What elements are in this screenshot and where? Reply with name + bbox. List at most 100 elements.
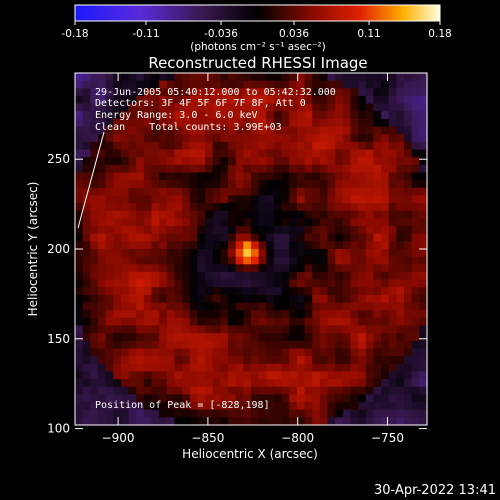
heatmap-cell: [350, 141, 359, 151]
heatmap-cell: [335, 394, 344, 403]
heatmap-cell: [312, 256, 321, 265]
heatmap-cell: [151, 111, 160, 120]
heatmap-cell: [358, 180, 367, 189]
heatmap-cell: [235, 249, 244, 258]
heatmap-cell: [289, 164, 298, 174]
heatmap-cell: [365, 325, 375, 334]
heatmap-cell: [205, 409, 214, 418]
heatmap-cell: [174, 210, 183, 219]
heatmap-cell: [411, 164, 420, 174]
heatmap-cell: [335, 317, 344, 327]
heatmap-cell: [273, 180, 283, 189]
heatmap-cell: [381, 126, 390, 135]
heatmap-cell: [327, 88, 336, 97]
heatmap-cell: [97, 141, 107, 151]
heatmap-cell: [174, 118, 183, 128]
heatmap-cell: [312, 402, 321, 411]
heatmap-cell: [243, 149, 252, 158]
heatmap-cell: [281, 233, 290, 242]
heatmap-cell: [335, 302, 344, 311]
heatmap-cell: [97, 218, 107, 227]
y-axis-label: Heliocentric Y (arcsec): [26, 182, 40, 317]
heatmap-cell: [197, 279, 206, 288]
heatmap-cell: [166, 386, 176, 395]
heatmap-cell: [212, 241, 221, 250]
heatmap-cell: [90, 241, 99, 250]
heatmap-cell: [90, 172, 99, 181]
heatmap-cell: [258, 210, 267, 219]
x-tick-label: −800: [281, 431, 314, 445]
heatmap-cell: [327, 356, 336, 365]
heatmap-cell: [120, 363, 130, 373]
heatmap-cell: [235, 317, 244, 327]
heatmap-cell: [396, 95, 405, 105]
heatmap-cell: [113, 233, 122, 242]
heatmap-cell: [327, 80, 336, 89]
heatmap-cell: [373, 126, 382, 135]
heatmap-cell: [159, 103, 168, 112]
heatmap-cell: [113, 149, 122, 158]
heatmap-cell: [189, 111, 199, 120]
heatmap-cell: [120, 379, 130, 388]
heatmap-cell: [289, 95, 298, 105]
heatmap-cell: [304, 325, 313, 334]
heatmap-cell: [381, 386, 390, 395]
heatmap-cell: [189, 264, 199, 273]
heatmap-cell: [304, 226, 313, 235]
heatmap-cell: [82, 325, 91, 334]
heatmap-cell: [365, 118, 375, 128]
heatmap-cell: [296, 233, 306, 242]
heatmap-cell: [273, 348, 283, 357]
heatmap-cell: [251, 363, 260, 373]
heatmap-cell: [342, 195, 352, 204]
heatmap-cell: [159, 356, 168, 365]
heatmap-cell: [243, 256, 252, 265]
heatmap-cell: [327, 111, 336, 120]
heatmap-cell: [396, 294, 405, 304]
heatmap-cell: [365, 256, 375, 265]
heatmap-cell: [419, 164, 428, 174]
heatmap-cell: [404, 271, 413, 281]
heatmap-cell: [120, 409, 130, 418]
heatmap-cell: [251, 302, 260, 311]
heatmap-cell: [319, 180, 329, 189]
heatmap-cell: [251, 95, 260, 105]
heatmap-cell: [128, 180, 137, 189]
heatmap-cell: [404, 317, 413, 327]
heatmap-cell: [281, 103, 290, 112]
heatmap-cell: [212, 256, 221, 265]
heatmap-cell: [151, 203, 160, 212]
heatmap-cell: [220, 402, 229, 411]
heatmap-cell: [304, 126, 313, 135]
heatmap-cell: [82, 118, 91, 128]
heatmap-cell: [419, 226, 428, 235]
heatmap-cell: [388, 249, 397, 258]
heatmap-cell: [159, 157, 168, 166]
heatmap-cell: [235, 310, 244, 319]
heatmap-cell: [174, 249, 183, 258]
heatmap-cell: [235, 264, 244, 273]
heatmap-cell: [120, 126, 130, 135]
heatmap-cell: [113, 95, 122, 105]
heatmap-cell: [205, 325, 214, 334]
heatmap-cell: [189, 103, 199, 112]
heatmap-cell: [281, 256, 290, 265]
heatmap-cell: [90, 294, 99, 304]
heatmap-cell: [266, 73, 275, 82]
heatmap-cell: [197, 394, 206, 403]
heatmap-cell: [281, 356, 290, 365]
heatmap-cell: [404, 103, 413, 112]
heatmap-cell: [266, 180, 275, 189]
heatmap-cell: [166, 118, 176, 128]
heatmap-cell: [296, 264, 306, 273]
heatmap-cell: [90, 195, 99, 204]
heatmap-cell: [205, 249, 214, 258]
heatmap-cell: [251, 157, 260, 166]
heatmap-cell: [189, 249, 199, 258]
heatmap-cell: [113, 126, 122, 135]
heatmap-cell: [388, 103, 397, 112]
heatmap-cell: [174, 356, 183, 365]
heatmap-cell: [220, 256, 229, 265]
heatmap-cell: [90, 271, 99, 281]
heatmap-cell: [358, 149, 367, 158]
